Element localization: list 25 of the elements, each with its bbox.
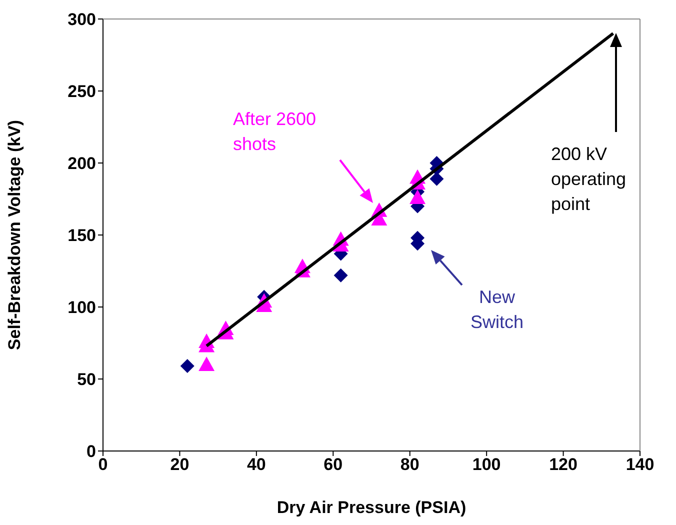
- y-tick-label: 100: [68, 298, 96, 318]
- x-tick-label: 140: [626, 455, 654, 474]
- y-tick-label: 250: [68, 82, 96, 102]
- x-tick-label: 0: [98, 455, 108, 474]
- point: [430, 172, 444, 186]
- y-tick-label: 150: [68, 226, 96, 246]
- y-tick-label: 300: [68, 10, 96, 30]
- x-tick-label: 80: [400, 455, 420, 474]
- annotation: 200 kV operating point: [551, 144, 626, 214]
- y-tick-label: 200: [68, 154, 96, 174]
- point: [410, 190, 426, 204]
- x-tick-label: 20: [170, 455, 190, 474]
- x-tick-label: 60: [324, 455, 343, 474]
- point: [198, 356, 215, 371]
- point: [334, 268, 348, 282]
- y-tick-label: 50: [77, 370, 96, 390]
- y-tick-label: 0: [86, 442, 96, 462]
- point: [180, 359, 194, 374]
- annotation: After 2600 shots: [233, 109, 316, 154]
- x-axis-title: Dry Air Pressure (PSIA): [276, 498, 466, 517]
- x-tick-label: 40: [246, 455, 266, 474]
- x-tick-label: 120: [549, 455, 578, 474]
- annotation: New Switch: [470, 287, 524, 332]
- y-axis-title: Self-Breakdown Voltage (kV): [5, 120, 24, 350]
- x-tick-label: 100: [472, 455, 501, 474]
